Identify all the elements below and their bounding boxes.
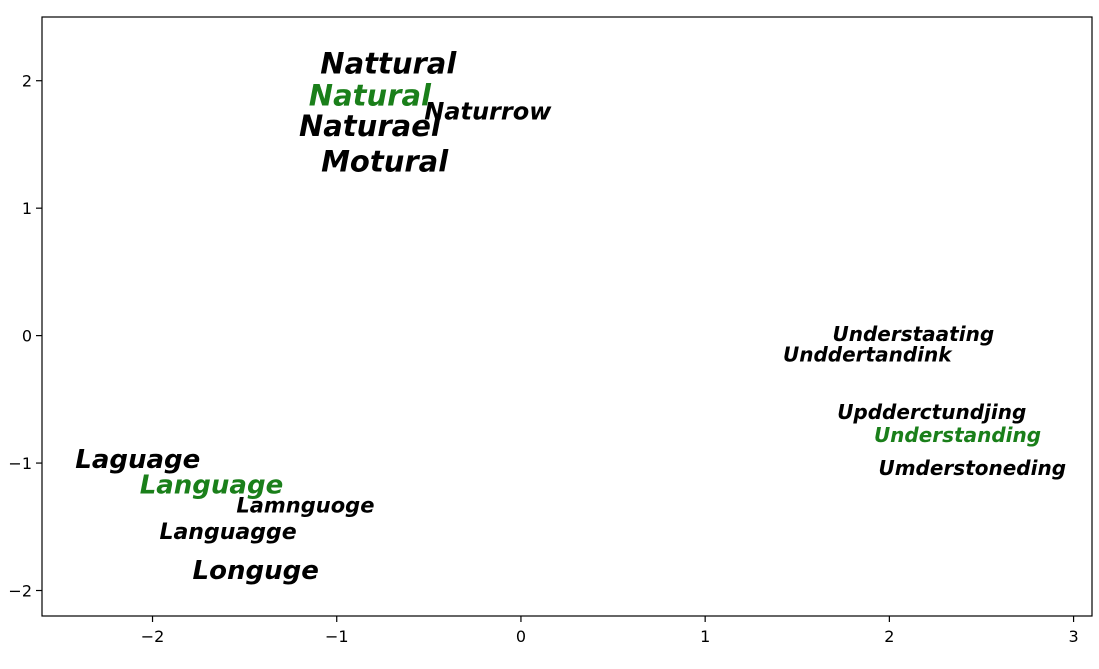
x-tick-label: 3 — [1068, 627, 1078, 646]
y-tick-label: 0 — [22, 327, 32, 346]
plot-frame — [41, 16, 1093, 617]
word-point: Naturael — [299, 109, 442, 143]
y-axis: −2 −1 0 1 2 — [8, 72, 42, 601]
y-tick-label: −1 — [8, 454, 32, 473]
x-tick-label: 0 — [516, 627, 526, 646]
word-point-highlight: Understanding — [874, 423, 1041, 447]
word-point: Laguage — [75, 445, 200, 475]
word-point: Updderctundjing — [837, 400, 1026, 424]
word-point: Motural — [321, 145, 449, 179]
word-point: Unddertandink — [783, 343, 953, 367]
x-tick-label: 1 — [700, 627, 710, 646]
word-point: Lamnguoge — [236, 493, 374, 517]
word-point: Naturrow — [424, 98, 552, 126]
word-point: Longuge — [193, 556, 319, 586]
y-tick-label: −2 — [8, 582, 32, 601]
x-axis: −2 −1 0 1 2 3 — [141, 616, 1079, 646]
x-tick-label: −1 — [325, 627, 349, 646]
y-tick-label: 2 — [22, 72, 32, 91]
word-point: Languagge — [159, 520, 296, 545]
x-tick-label: −2 — [141, 627, 165, 646]
x-tick-label: 2 — [884, 627, 894, 646]
word-point: Understaating — [832, 322, 994, 346]
word-point: Umderstoneding — [878, 456, 1066, 480]
word-point: Nattural — [320, 46, 457, 80]
y-tick-label: 1 — [22, 199, 32, 218]
word-point-highlight: Natural — [309, 78, 432, 112]
word-point-highlight: Language — [140, 471, 284, 501]
